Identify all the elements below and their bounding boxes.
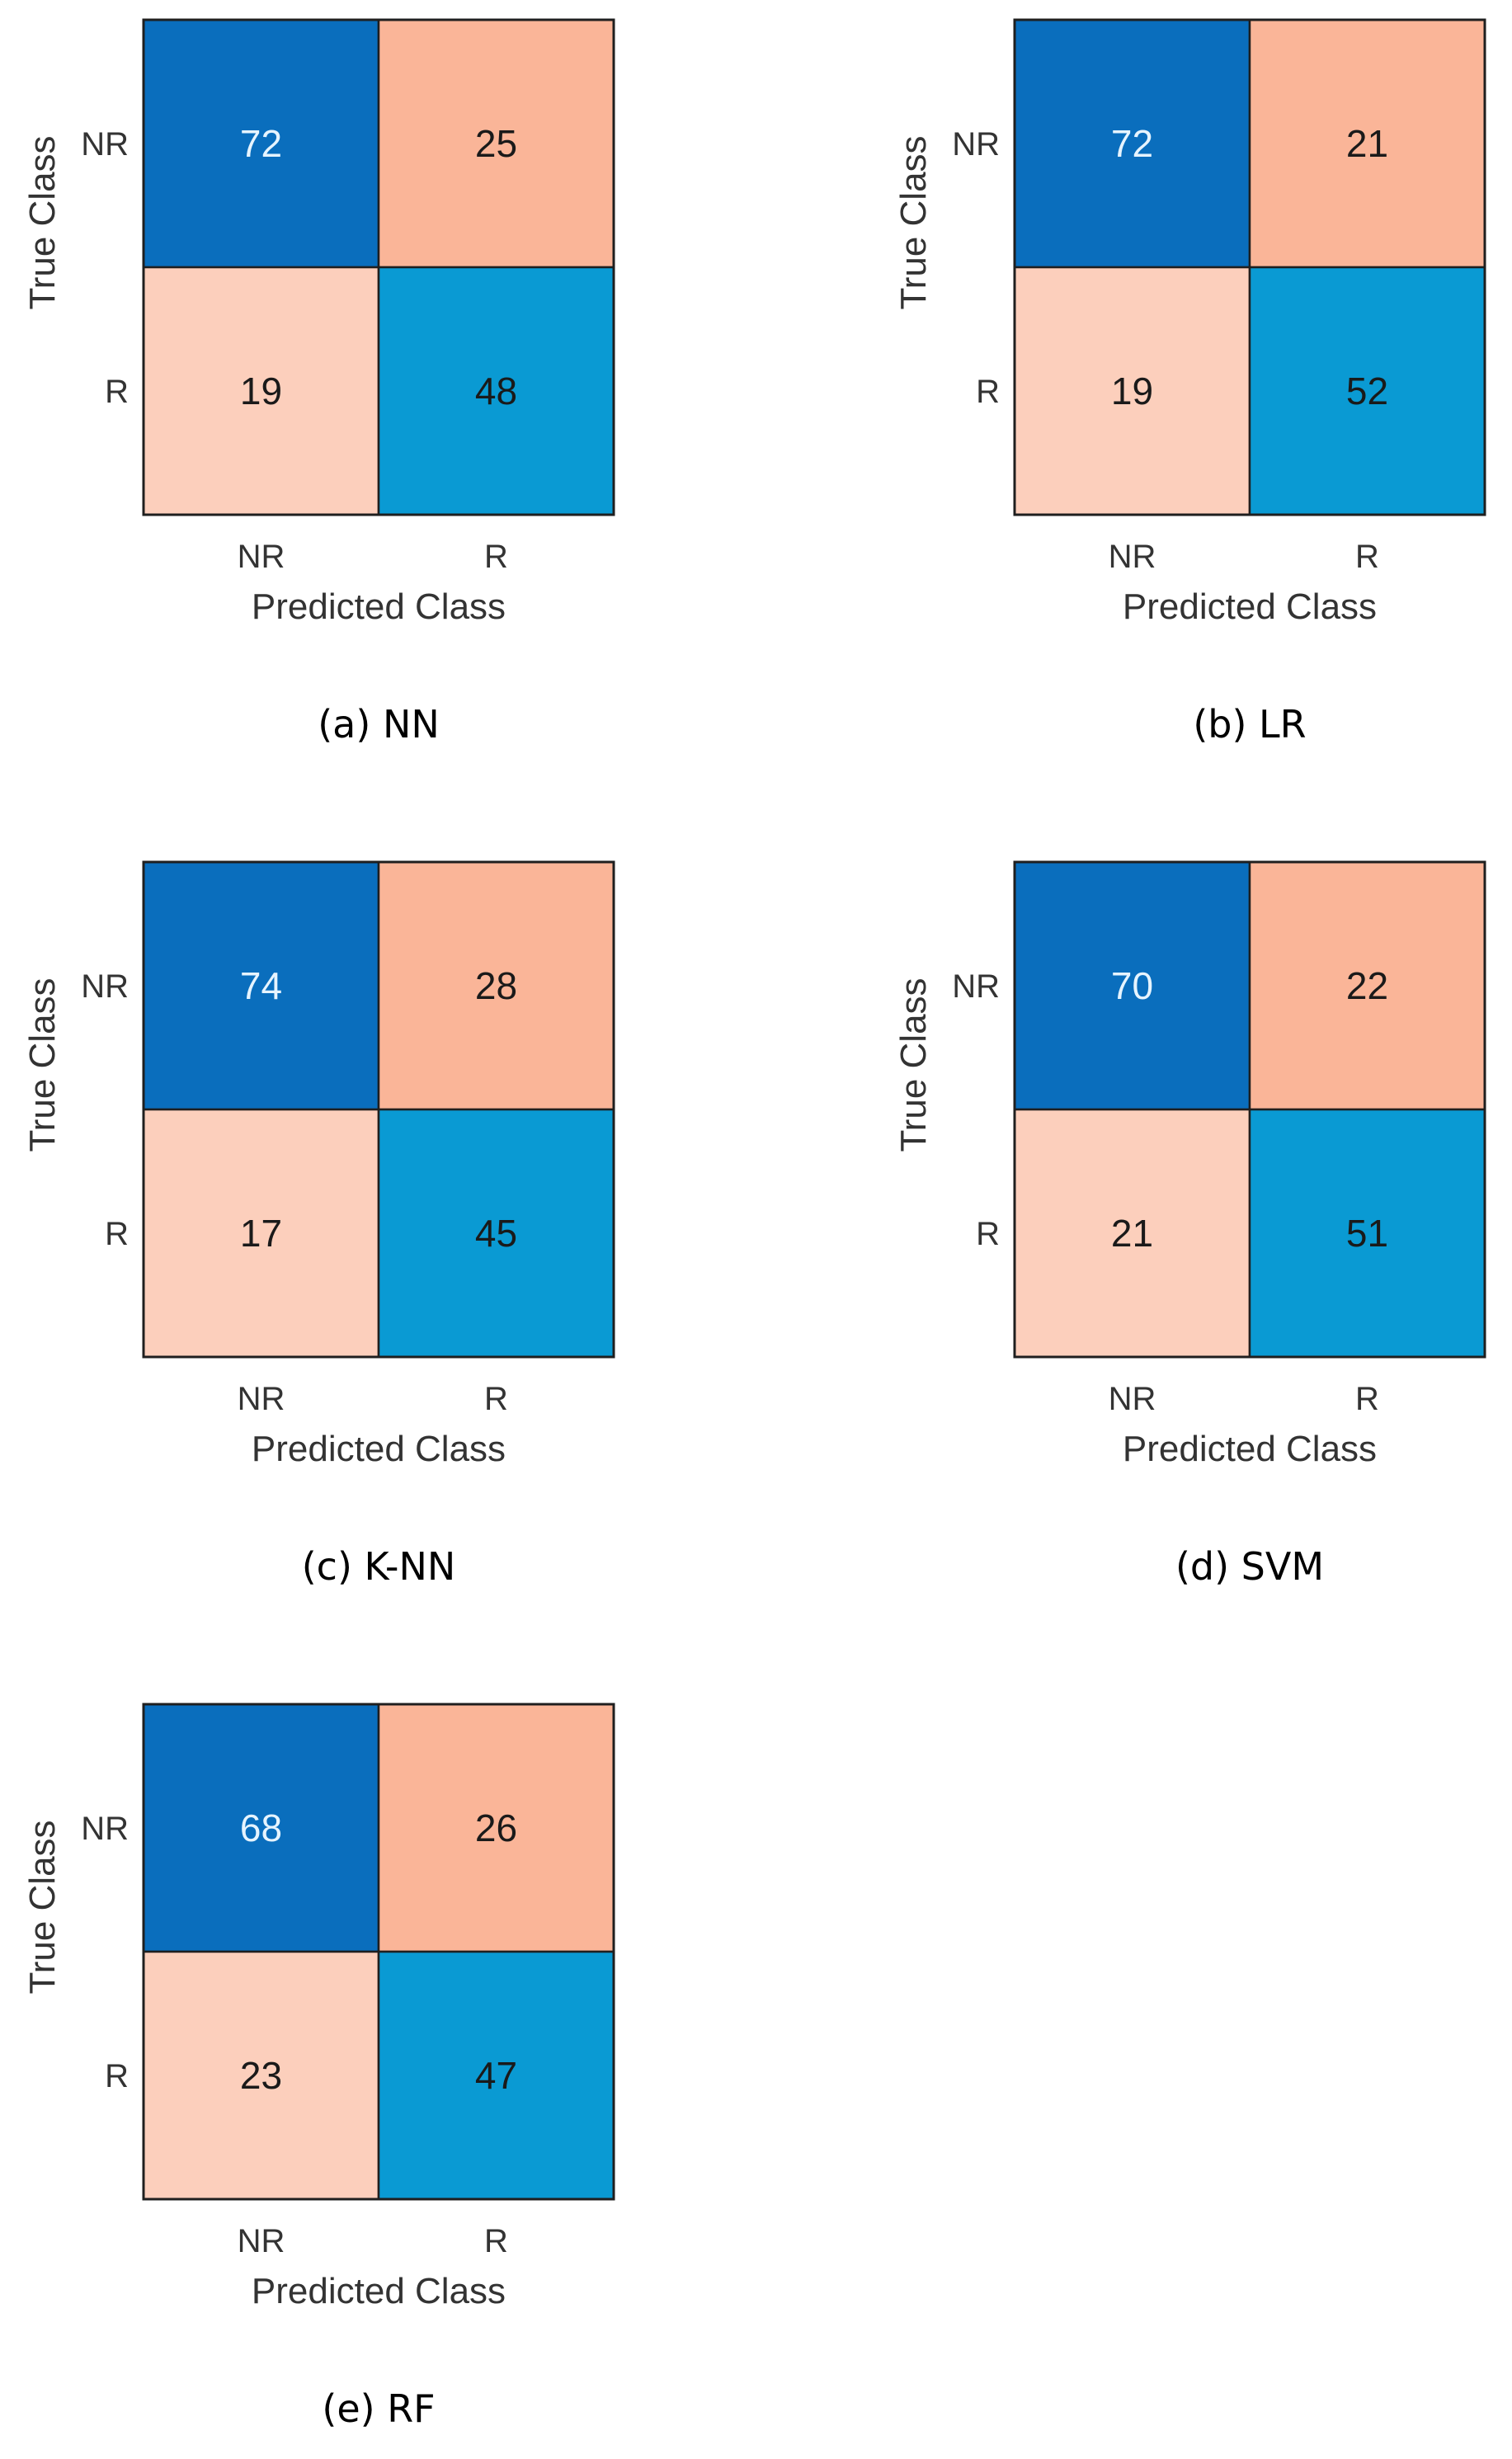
y-axis-label: True Class (22, 135, 63, 309)
matrix-cell (142, 1703, 380, 1953)
cell-value: 70 (1111, 964, 1153, 1007)
x-axis-label: Predicted Class (252, 586, 506, 627)
cell-value: 17 (240, 1212, 282, 1255)
matrix-border (1013, 18, 1486, 516)
y-tick-label: NR (81, 968, 129, 1005)
matrix-cell (142, 18, 380, 269)
y-axis-label: True Class (22, 977, 63, 1152)
y-tick-label: R (976, 1216, 1000, 1252)
x-axis-label: Predicted Class (252, 1429, 506, 1469)
cell-value: 23 (240, 2054, 282, 2097)
matrix-cell (377, 1703, 615, 1953)
confusion-matrix-3: 74 28 17 45 NR R NR R Predicted Class True Class (… (22, 860, 615, 1589)
matrix-cell (142, 860, 380, 1111)
cell-value: 68 (240, 1807, 282, 1849)
y-tick-label: NR (952, 126, 1000, 163)
x-tick-label: R (1355, 539, 1379, 575)
x-tick-label: NR (238, 2223, 285, 2259)
cell-value: 21 (1346, 122, 1388, 165)
matrix-cell (142, 266, 380, 516)
matrix-cell (377, 1950, 615, 2201)
cell-value: 28 (475, 964, 517, 1007)
confusion-matrix-2: 72 21 19 52 NR R NR R Predicted Class True Class (… (893, 18, 1486, 747)
matrix-cell (377, 18, 615, 269)
cell-value: 72 (240, 122, 282, 165)
x-tick-label: R (1355, 1381, 1379, 1417)
matrix-border (142, 18, 615, 516)
x-tick-label: R (484, 2223, 508, 2259)
cell-value: 51 (1346, 1212, 1388, 1255)
cell-value: 45 (475, 1212, 517, 1255)
y-tick-label: R (976, 374, 1000, 410)
x-tick-label: R (484, 1381, 508, 1417)
matrix-border (1013, 860, 1486, 1359)
y-tick-label: R (105, 1216, 129, 1252)
matrix-cell (1248, 1108, 1486, 1359)
matrix-cell (377, 860, 615, 1111)
y-tick-label: R (105, 374, 129, 410)
x-tick-label: NR (238, 1381, 285, 1417)
y-axis-label: True Class (893, 977, 934, 1152)
matrix-cell (1248, 18, 1486, 269)
x-axis-label: Predicted Class (252, 2271, 506, 2311)
matrix-cell (142, 1108, 380, 1359)
cell-value: 48 (475, 370, 517, 412)
confusion-matrix-4: 70 22 21 51 NR R NR R Predicted Class True Class (… (893, 860, 1486, 1589)
y-tick-label: NR (81, 126, 129, 163)
cell-value: 25 (475, 122, 517, 165)
confusion-matrix-1: 72 25 19 48 NR R NR R Predicted Class True Class (… (22, 18, 615, 747)
cell-value: 22 (1346, 964, 1388, 1007)
y-axis-label: True Class (893, 135, 934, 309)
subfigure-caption: (b) LR (1193, 702, 1306, 747)
subfigure-caption: (a) NN (318, 702, 440, 747)
matrix-cell (1248, 860, 1486, 1111)
matrix-cell (1248, 266, 1486, 516)
matrix-cell (377, 1108, 615, 1359)
cell-value: 19 (1111, 370, 1153, 412)
x-axis-label: Predicted Class (1123, 1429, 1377, 1469)
y-axis-label: True Class (22, 1820, 63, 1994)
matrix-border (142, 1703, 615, 2201)
cell-value: 52 (1346, 370, 1388, 412)
x-tick-label: R (484, 539, 508, 575)
y-tick-label: R (105, 2058, 129, 2094)
x-tick-label: NR (238, 539, 285, 575)
y-tick-label: NR (952, 968, 1000, 1005)
cell-value: 26 (475, 1807, 517, 1849)
cell-value: 74 (240, 964, 282, 1007)
subfigure-caption: (e) RF (322, 2386, 435, 2431)
x-axis-label: Predicted Class (1123, 586, 1377, 627)
subfigure-caption: (d) SVM (1175, 1544, 1324, 1589)
x-tick-label: NR (1109, 1381, 1156, 1417)
matrix-cell (377, 266, 615, 516)
y-tick-label: NR (81, 1811, 129, 1847)
subfigure-caption: (c) K-NN (302, 1544, 456, 1589)
confusion-matrix-5: 68 26 23 47 NR R NR R Predicted Class True Class (… (22, 1703, 615, 2431)
matrix-border (142, 860, 615, 1359)
cell-value: 19 (240, 370, 282, 412)
cell-value: 72 (1111, 122, 1153, 165)
x-tick-label: NR (1109, 539, 1156, 575)
cell-value: 21 (1111, 1212, 1153, 1255)
cell-value: 47 (475, 2054, 517, 2097)
